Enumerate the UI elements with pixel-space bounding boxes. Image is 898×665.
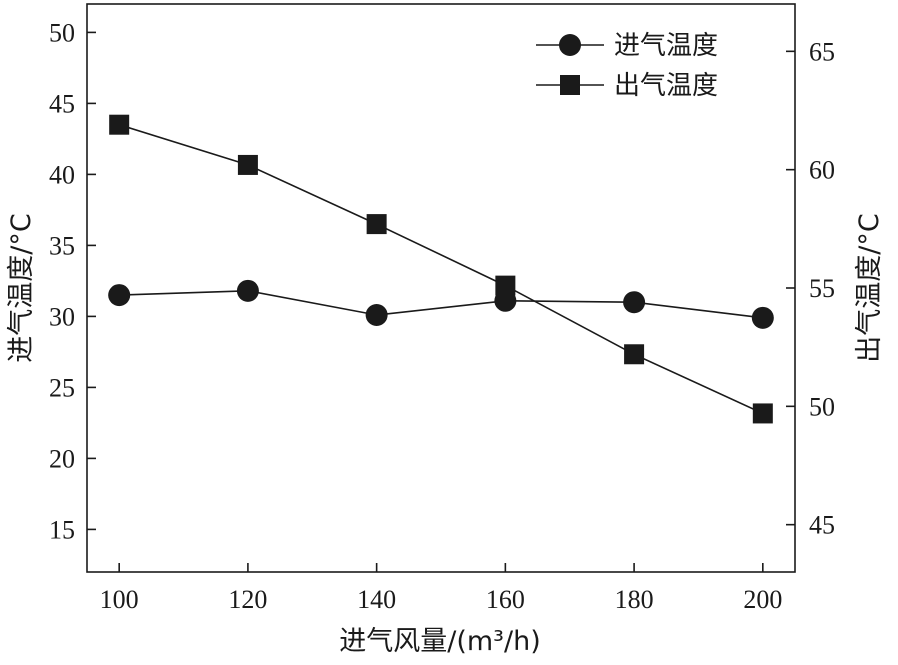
y-left-tick-label: 30 [49,302,75,331]
point-inlet-temp [751,306,774,329]
point-inlet-temp [108,284,131,307]
x-tick-label: 120 [228,585,267,614]
series-inlet-temp [108,279,774,329]
point-inlet-temp [365,303,388,326]
series [108,114,774,424]
point-outlet-temp [237,154,258,175]
point-inlet-temp [623,291,646,314]
y-left-tick-label: 20 [49,444,75,473]
series-line-outlet-temp [118,123,764,415]
y-left-tick-label: 50 [49,18,75,47]
y-right-tick-label: 45 [809,511,835,540]
legend-marker [559,34,581,56]
legend-marker [560,75,580,95]
point-outlet-temp [109,114,130,135]
legend-item-outlet-temp: 出气温度 [536,71,718,101]
y-left-tick-label: 45 [49,89,75,118]
y-left-tick-label: 15 [49,515,75,544]
x-axis-title: 进气风量/(m³/h) [339,626,541,657]
legend-item-inlet-temp: 进气温度 [536,31,718,61]
x-tick-label: 100 [100,585,139,614]
y-axis-title-left: 进气温度/°C [6,213,37,362]
legend-label: 进气温度 [614,31,718,61]
y-left-tick-label: 25 [49,373,75,402]
y-right-tick-label: 50 [809,392,835,421]
point-outlet-temp [495,275,516,296]
legend-label: 出气温度 [614,71,718,101]
x-tick-label: 180 [615,585,654,614]
y-left-tick-label: 35 [49,231,75,260]
point-inlet-temp [236,279,259,302]
point-outlet-temp [624,344,645,365]
y-right-tick-label: 65 [809,37,835,66]
y-right-tick-label: 60 [809,156,835,185]
point-outlet-temp [752,403,773,424]
y-right-tick-label: 55 [809,274,835,303]
point-outlet-temp [366,214,387,235]
y-left-tick-label: 40 [49,160,75,189]
x-tick-label: 200 [743,585,782,614]
x-tick-label: 140 [357,585,396,614]
axis-ticks: 100 120 140 160 180 200 15 20 25 30 35 40 45 50 45 50 55… [49,18,835,614]
series-line-inlet-temp [119,289,763,319]
y-axis-title-right: 出气温度/°C [854,213,885,362]
series-outlet-temp [109,114,773,424]
x-tick-label: 160 [486,585,525,614]
